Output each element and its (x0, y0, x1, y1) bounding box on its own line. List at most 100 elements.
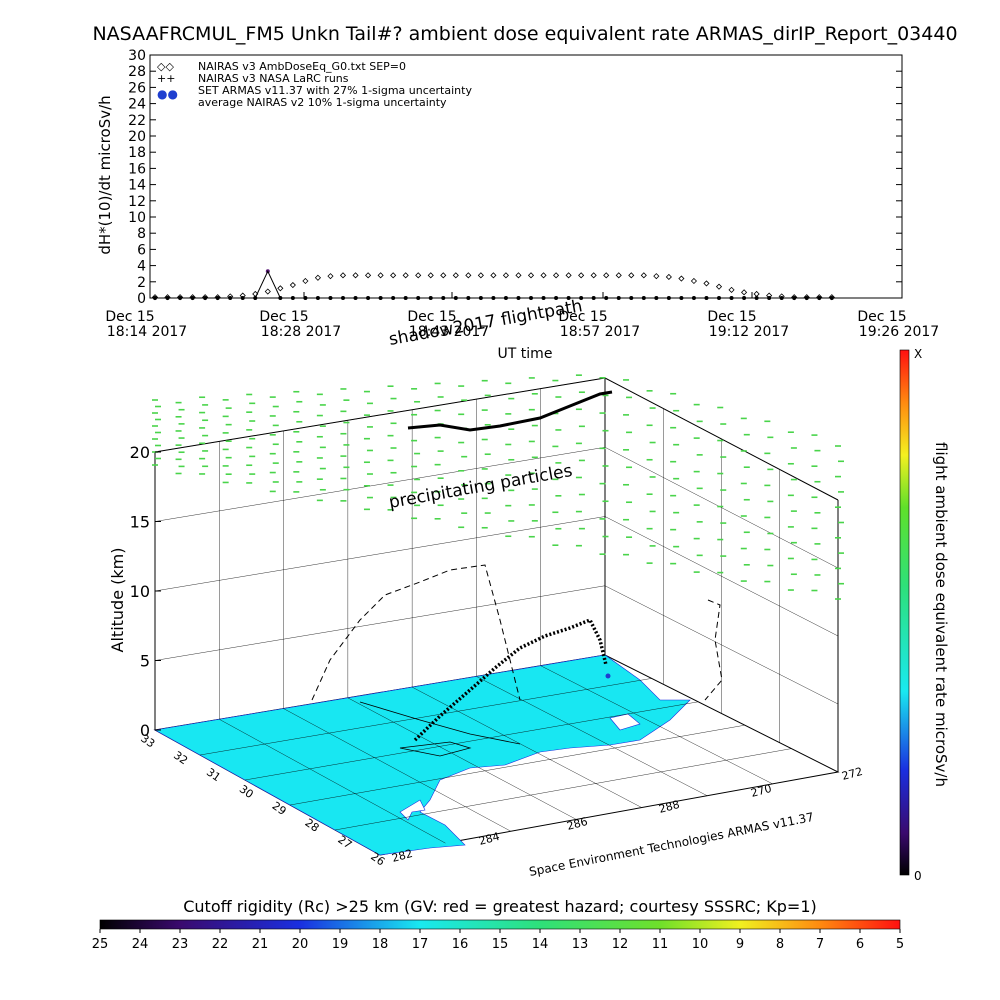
longitude-tick-label: 284 (477, 830, 501, 848)
nairas-diamond-point (452, 272, 459, 279)
altitude-tick-label: 10 (130, 582, 150, 601)
rigidity-tick-label: 7 (816, 937, 824, 952)
x-tick-time: 18:28 2017 (261, 324, 341, 340)
colorbar-max-label: X (914, 347, 922, 361)
floor-grid-line (244, 701, 699, 781)
floor-grid-line (289, 725, 745, 806)
nairas-diamond-point (440, 272, 447, 279)
floor-grid-line (540, 665, 773, 785)
nairas-diamond-point (690, 277, 697, 285)
rigidity-tick-label: 21 (252, 937, 269, 952)
legend: ◇◇ NAIRAS v3 AmbDoseEq_G0.txt SEP=0 ++ N… (157, 60, 472, 109)
floor-grid-line (476, 676, 708, 796)
y-tick-label: 24 (128, 97, 146, 113)
cutoff-rigidity-bar: Cutoff rigidity (Rc) >25 km (GV: red = g… (92, 897, 904, 952)
nairas-diamond-point (753, 290, 760, 298)
latitude-tick-label: 31 (204, 766, 223, 785)
y-tick-label: 20 (128, 129, 146, 145)
series-group (151, 269, 835, 301)
flightpath-shadow-east (704, 599, 723, 701)
nairas-diamond-point (490, 272, 497, 279)
chart-title: NASAAFRCMUL_FM5 Unkn Tail#? ambient dose… (92, 23, 957, 45)
nairas-diamond-point (603, 272, 610, 279)
legend-label-nairas-larc: NAIRAS v3 NASA LaRC runs (198, 72, 349, 85)
nairas-diamond-point (465, 272, 472, 279)
y-tick-label: 4 (137, 259, 146, 275)
longitude-tick-label: 286 (565, 815, 589, 833)
dose-colorbar: X 0 flight ambient dose equivalent rate … (899, 347, 950, 883)
rigidity-tick-label: 10 (692, 937, 709, 952)
x-tick-time: 18:14 2017 (107, 324, 187, 340)
x-tick-day: Dec 15 (707, 309, 756, 325)
y-tick-label: 16 (128, 161, 146, 177)
floor-grid-line (283, 708, 511, 832)
nairas-diamond-point (314, 274, 321, 281)
rigidity-tick-label: 20 (292, 937, 309, 952)
legend-label-nairas-avg: average NAIRAS v2 10% 1-sigma uncertaint… (198, 96, 447, 109)
x-tick-time: 19:12 2017 (709, 324, 789, 340)
colorbar-gradient (899, 349, 910, 876)
y-tick-label: 12 (128, 194, 146, 210)
nairas-diamond-point (277, 285, 284, 292)
altitude-tick-label: 0 (140, 721, 150, 740)
nairas-diamond-point (540, 272, 547, 279)
grid-line-left-wall (154, 585, 606, 661)
rigidity-tick-label: 18 (372, 937, 389, 952)
latitude-tick-label: 32 (171, 749, 190, 768)
rigidity-tick-label: 8 (776, 937, 784, 952)
floor-grid-line (334, 748, 792, 831)
nairas-diamond-point (377, 272, 384, 279)
rigidity-tick-label: 14 (532, 937, 549, 952)
flightpath-shadow (311, 564, 521, 701)
nairas-diamond-point (352, 272, 359, 279)
nairas-diamond-point (665, 273, 672, 281)
rigidity-tick-label: 22 (212, 937, 229, 952)
nairas-diamond-point (615, 272, 622, 279)
nairas-diamond-point (565, 272, 572, 279)
y-tick-label: 14 (128, 178, 146, 194)
longitude-tick-label: 270 (749, 782, 773, 800)
legend-label-nairas-sep: NAIRAS v3 AmbDoseEq_G0.txt SEP=0 (198, 60, 406, 73)
longitude-ticks: 282 284 286 288 270 272 (390, 765, 864, 865)
x-tick-day: Dec 15 (259, 309, 308, 325)
nairas-diamond-point (515, 272, 522, 279)
x-tick-time: 18:57 2017 (560, 324, 640, 340)
floor-grid-line (219, 719, 446, 844)
rigidity-tick-label: 13 (572, 937, 589, 952)
y-tick-label: 6 (137, 242, 146, 258)
altitude-ticks: 0 5 10 15 20 (130, 443, 161, 740)
y-axis-label: dH*(10)/dt microSv/h (96, 95, 114, 254)
rigidity-tick-label: 25 (92, 937, 109, 952)
y-tick-label: 0 (137, 291, 146, 307)
nairas-diamond-point (728, 286, 735, 293)
rigidity-ticks: 25 24 23 22 21 20 19 18 17 16 15 14 13 12 11 10 9 8 7 6 5 (92, 929, 904, 952)
grid-line-left-wall (154, 516, 606, 592)
nairas-diamond-point (390, 272, 397, 279)
nairas-diamond-point (402, 272, 409, 279)
flightpath-lower-track (413, 617, 608, 742)
nairas-diamond-point (653, 273, 660, 280)
y-tick-label: 26 (128, 80, 146, 96)
precipitating-particle-marks (152, 374, 844, 600)
longitude-tick-label: 272 (840, 765, 864, 783)
x-tick-time: 19:26 2017 (859, 324, 939, 340)
legend-symbol-plus: ++ (157, 72, 175, 85)
x-axis-label: UT time (498, 346, 553, 362)
grid-line-left-wall (154, 377, 606, 453)
nairas-diamond-point (678, 275, 685, 282)
altitude-tick-label: 15 (130, 513, 150, 532)
nairas-diamond-point (703, 280, 710, 287)
rigidity-tick-label: 11 (652, 937, 669, 952)
rigidity-tick-label: 9 (736, 937, 744, 952)
rigidity-gradient (99, 919, 901, 930)
rigidity-tick-label: 5 (896, 937, 904, 952)
y-tick-label: 22 (128, 113, 146, 129)
nairas-diamond-point (477, 272, 484, 279)
nairas-diamond-point (427, 272, 434, 279)
rigidity-tick-label: 16 (452, 937, 469, 952)
x-tick-time: 18:43 2017 (409, 324, 489, 340)
